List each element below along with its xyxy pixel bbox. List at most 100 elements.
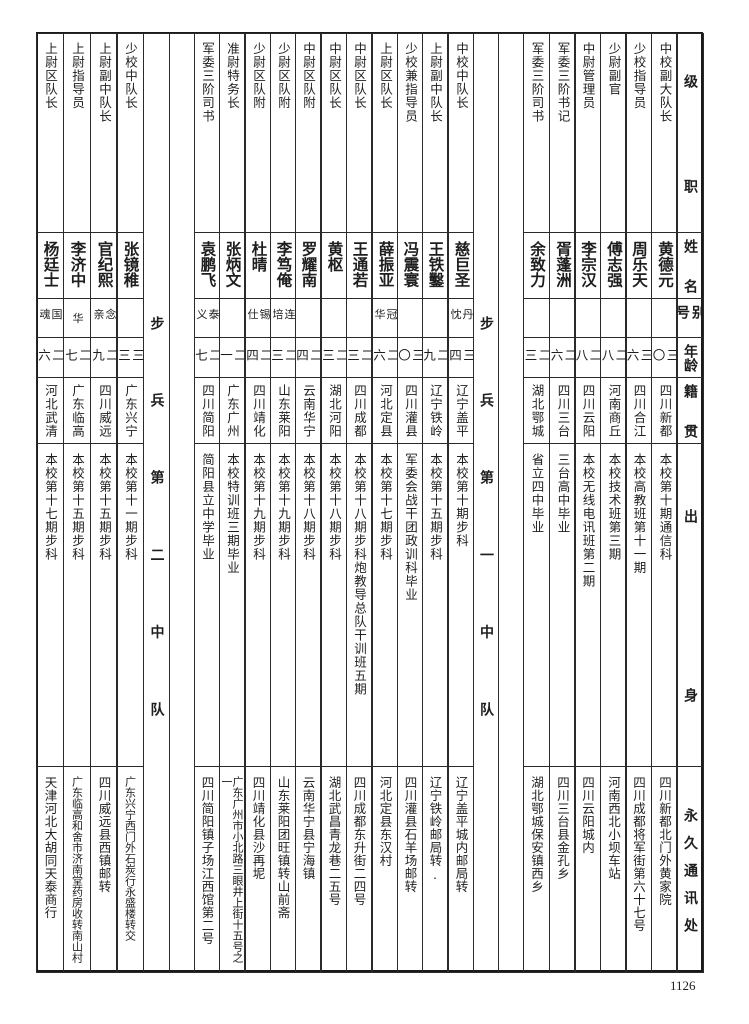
row-address-cell: 辽宁铁岭邮局转. (422, 766, 448, 973)
row-native: 广东临高 (70, 384, 85, 438)
row-address: 四川新都北门外黄家院 (657, 776, 672, 906)
row-native: 四川新都 (657, 384, 673, 438)
row-native: 四川三台 (555, 384, 571, 438)
row-address: 天津河北大胡同天泰商行 (42, 776, 58, 919)
row-rank: 上尉副中队长 (97, 42, 112, 123)
row-alias-cell: 国魂 (36, 298, 64, 338)
row-rank-cell: 准尉特务长 (219, 33, 245, 233)
header-label-rank: 级职 (682, 74, 698, 193)
row-age: 三〇 (397, 347, 423, 361)
row-age-cell: 三四 (448, 337, 474, 378)
row-native: 广东兴宁 (123, 384, 138, 438)
row-address: 四川成都东升街二四号 (351, 776, 367, 906)
row-education: 本校第十期步科 (454, 453, 469, 548)
row-native: 湖北鄂城 (529, 384, 545, 438)
row-address-cell: 四川威远县西镇邮转 (90, 766, 118, 973)
row-education: 本校第十五期步科 (70, 453, 85, 561)
row-education-cell: 本校第十五期步科 (90, 443, 118, 767)
row-rank: 上尉区队长 (378, 42, 393, 110)
row-address-cell: 云南华宁县宁海镇 (295, 766, 321, 973)
row-native-cell: 四川新都 (651, 377, 678, 444)
row-address: 山东莱阳团旺镇转山前斋 (275, 776, 291, 919)
row-name-cell: 胥蓬洲 (549, 232, 576, 299)
row-alias: 念亲 (92, 308, 117, 320)
row-rank-cell: 少校中队长 (116, 33, 144, 233)
row-name-cell: 黄枢 (321, 232, 347, 299)
row-rank-cell: 中校中队长 (448, 33, 474, 233)
row-alias-cell (651, 298, 678, 338)
row-rank: 少校指导员 (631, 42, 647, 110)
row-education: 本校第十八期步科 (327, 453, 342, 561)
section-label-2: 步兵第二中队 (143, 33, 170, 973)
row-education: 本校第十九期步科 (251, 453, 266, 561)
row-age-cell: 二九 (422, 337, 448, 378)
row-age-cell: 二四 (295, 337, 321, 378)
row-name-cell: 王通若 (346, 232, 372, 299)
row-name-cell: 黄德元 (651, 232, 678, 299)
row-name: 杜晴 (249, 241, 268, 272)
row-education: 军委会战干团政训科毕业 (403, 453, 418, 602)
row-native-cell: 湖北河阳 (321, 377, 347, 444)
row-native: 四川靖化 (251, 384, 266, 438)
row-native-cell: 河南商丘 (600, 377, 627, 444)
row-age-cell: 二六 (372, 337, 398, 378)
row-education: 本校特训班三期毕业 (225, 453, 240, 575)
row-name-cell: 薛振亚 (372, 232, 398, 299)
row-address: 河北定县东汉村 (377, 776, 393, 867)
row-address: 辽宁铁岭邮局转. (427, 776, 443, 883)
row-native: 山东莱阳 (276, 384, 291, 438)
row-education: 本校第十一期步科 (123, 453, 138, 561)
row-address-cell: 四川三台县金孔乡 (549, 766, 576, 973)
row-age: 二一 (219, 347, 245, 361)
row-alias-cell: 冠华 (372, 298, 398, 338)
row-age: 二四 (295, 347, 321, 361)
row-education: 本校技术班第三期 (606, 453, 622, 561)
row-age-cell: 二七 (194, 337, 220, 378)
row-name: 张镜稚 (121, 241, 140, 288)
row-age-cell: 三〇 (651, 337, 678, 378)
row-rank-cell: 少尉区队附 (245, 33, 271, 233)
row-native: 四川灌县 (403, 384, 418, 438)
row-age-cell: 二三 (523, 337, 550, 378)
row-alias: 华 (71, 312, 84, 324)
row-age: 二七 (63, 347, 91, 361)
row-address: 四川简阳镇子场江西馆第二号 (199, 776, 215, 945)
row-name-cell: 慈巨圣 (448, 232, 474, 299)
row-address: 湖北武昌青龙巷二五号 (326, 776, 342, 906)
row-education: 本校第十八期步科炮教导总队干训班五期 (352, 453, 367, 696)
row-name: 黄枢 (325, 241, 344, 272)
row-alias-cell (346, 298, 372, 338)
row-native-cell: 四川靖化 (245, 377, 271, 444)
row-age: 二六 (549, 347, 576, 361)
row-age-cell: 三六 (625, 337, 652, 378)
row-native-cell: 辽宁铁岭 (422, 377, 448, 444)
row-native-cell: 四川合江 (625, 377, 652, 444)
row-alias-cell: 丹忱 (448, 298, 474, 338)
row-education-cell: 本校第十七期步科 (372, 443, 398, 767)
row-native-cell: 辽宁盖平 (448, 377, 474, 444)
header-cell-age: 年龄 (676, 337, 704, 378)
row-education-cell: 三台高中毕业 (549, 443, 576, 767)
row-education: 本校高教班第十一期 (631, 453, 647, 575)
row-rank-cell: 中尉区队长 (346, 33, 372, 233)
row-education-cell: 本校第十期通信科 (651, 443, 678, 767)
row-alias-cell (625, 298, 652, 338)
row-name-cell: 官纪熙 (90, 232, 118, 299)
row-alias-cell: 连培 (270, 298, 296, 338)
row-rank: 上尉指导员 (70, 42, 85, 110)
row-alias-cell (549, 298, 576, 338)
row-age-cell: 二八 (574, 337, 601, 378)
row-native: 湖北河阳 (327, 384, 342, 438)
row-native: 河北定县 (378, 384, 393, 438)
row-name: 李宗汉 (579, 241, 597, 288)
row-name: 余致力 (528, 241, 546, 288)
row-education: 省立四中毕业 (529, 453, 545, 534)
row-rank-cell: 少校兼指导员 (397, 33, 423, 233)
row-alias: 丹忱 (449, 308, 474, 320)
row-name: 慈巨圣 (452, 241, 471, 288)
row-alias-cell (321, 298, 347, 338)
row-rank-cell: 中校副大队长 (651, 33, 678, 233)
header-cell-name: 姓名 (676, 232, 704, 299)
row-rank-cell: 军委三阶司书 (523, 33, 550, 233)
